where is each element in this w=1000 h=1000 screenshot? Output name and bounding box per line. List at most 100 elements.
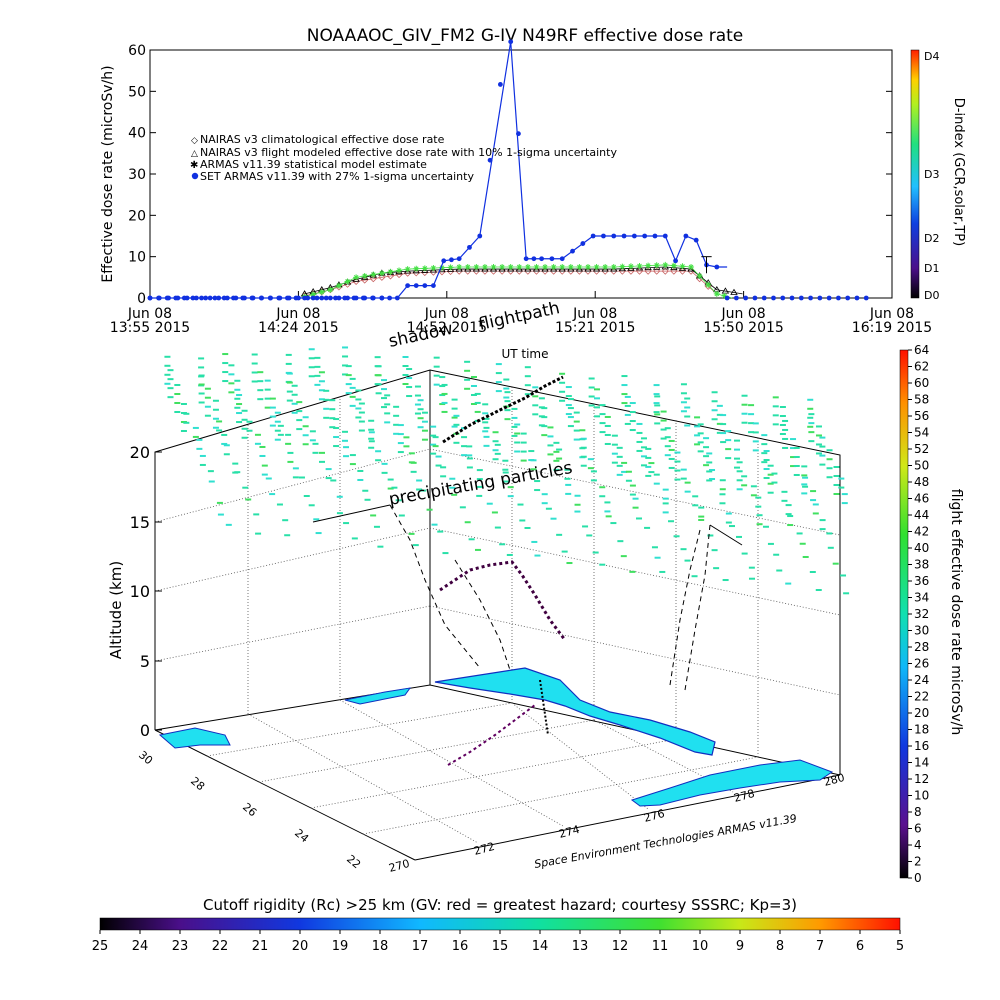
particle-mark <box>323 398 330 401</box>
particle-mark <box>222 371 229 374</box>
particle-mark <box>397 424 404 427</box>
particle-mark <box>729 525 736 528</box>
particle-mark <box>492 440 499 443</box>
particle-mark <box>343 522 350 525</box>
particle-mark <box>752 449 759 452</box>
rc-tick-label: 21 <box>252 939 269 954</box>
particle-mark <box>832 562 839 565</box>
particle-mark <box>772 405 779 408</box>
particle-mark <box>302 416 309 419</box>
particle-mark <box>494 443 501 446</box>
particle-mark <box>624 413 631 416</box>
particle-mark <box>553 450 560 453</box>
particle-mark <box>621 375 628 378</box>
cuba <box>630 759 834 807</box>
particle-mark <box>648 471 655 474</box>
lat-tick-label: 24 <box>292 826 311 845</box>
data-point <box>593 264 600 270</box>
particle-mark <box>351 537 358 540</box>
particle-mark <box>285 442 292 445</box>
particle-mark <box>387 487 394 490</box>
particle-mark <box>793 455 800 458</box>
data-point <box>721 292 728 299</box>
flight-path <box>312 375 743 766</box>
particle-mark <box>439 385 446 388</box>
particle-mark <box>291 384 298 387</box>
particle-mark <box>662 488 669 491</box>
particle-mark <box>308 504 315 507</box>
data-point <box>524 264 531 270</box>
particle-mark <box>264 379 271 382</box>
dose-tick-label: 62 <box>914 360 929 374</box>
particle-mark <box>329 408 336 411</box>
particle-mark <box>645 456 652 459</box>
particle-mark <box>461 454 468 457</box>
particle-mark <box>565 413 572 416</box>
particle-mark <box>504 418 511 421</box>
particle-mark <box>599 563 606 566</box>
particle-mark <box>684 424 691 427</box>
particle-mark <box>833 483 840 486</box>
particle-mark <box>180 429 187 432</box>
particle-mark <box>355 389 362 392</box>
data-point <box>618 267 626 275</box>
particle-mark <box>640 446 647 449</box>
particle-mark <box>833 465 840 468</box>
particle-mark <box>654 422 661 425</box>
dose-tick-label: 50 <box>914 459 929 473</box>
particle-mark <box>541 416 548 419</box>
particle-mark <box>625 479 632 482</box>
x-tick-time: 15:50 2015 <box>703 320 783 336</box>
particle-mark <box>588 377 595 380</box>
particle-mark <box>232 462 239 465</box>
particle-mark <box>819 463 826 466</box>
particle-mark <box>566 562 573 565</box>
particle-mark <box>417 408 424 411</box>
particle-mark <box>474 410 481 413</box>
particle-mark <box>660 428 667 431</box>
particle-mark <box>640 437 647 440</box>
particle-mark <box>341 430 348 433</box>
particle-mark <box>483 426 490 429</box>
particle-mark <box>319 451 326 454</box>
particle-mark <box>511 407 518 410</box>
y-tick-label: 50 <box>128 84 146 100</box>
gulf-coast <box>344 687 412 705</box>
particle-mark <box>483 444 490 447</box>
data-point <box>670 267 678 275</box>
particle-mark <box>776 569 783 572</box>
particle-mark <box>594 415 601 418</box>
particle-mark <box>706 461 713 464</box>
data-point <box>533 264 540 270</box>
particle-mark <box>453 441 460 444</box>
particle-mark <box>620 555 627 558</box>
particle-mark <box>807 398 814 401</box>
particle-mark <box>302 425 309 428</box>
data-point <box>610 264 617 270</box>
particle-mark <box>530 459 537 462</box>
particle-mark <box>402 374 409 377</box>
particles-label: precipitating particles <box>387 458 574 510</box>
particle-mark <box>212 426 219 429</box>
particle-mark <box>604 442 611 445</box>
d-index-tick: D2 <box>924 232 939 245</box>
particle-mark <box>397 433 404 436</box>
data-point <box>314 295 320 301</box>
particle-mark <box>725 430 732 433</box>
rc-tick-label: 6 <box>856 939 864 954</box>
particle-mark <box>736 479 743 482</box>
particle-mark <box>684 490 691 493</box>
lon-tick-label: 278 <box>732 787 756 805</box>
rc-tick-label: 17 <box>412 939 429 954</box>
particle-mark <box>269 397 276 400</box>
particle-mark <box>645 447 652 450</box>
particle-mark <box>368 428 375 431</box>
shadow-dashed-3 <box>669 529 701 686</box>
legend-marker-armas-model: ✱ <box>190 160 198 171</box>
particle-mark <box>654 556 661 559</box>
particle-mark <box>167 387 174 390</box>
particle-mark <box>277 424 284 427</box>
particle-mark <box>801 492 808 495</box>
ground-spike <box>539 679 549 736</box>
particle-mark <box>827 546 834 549</box>
